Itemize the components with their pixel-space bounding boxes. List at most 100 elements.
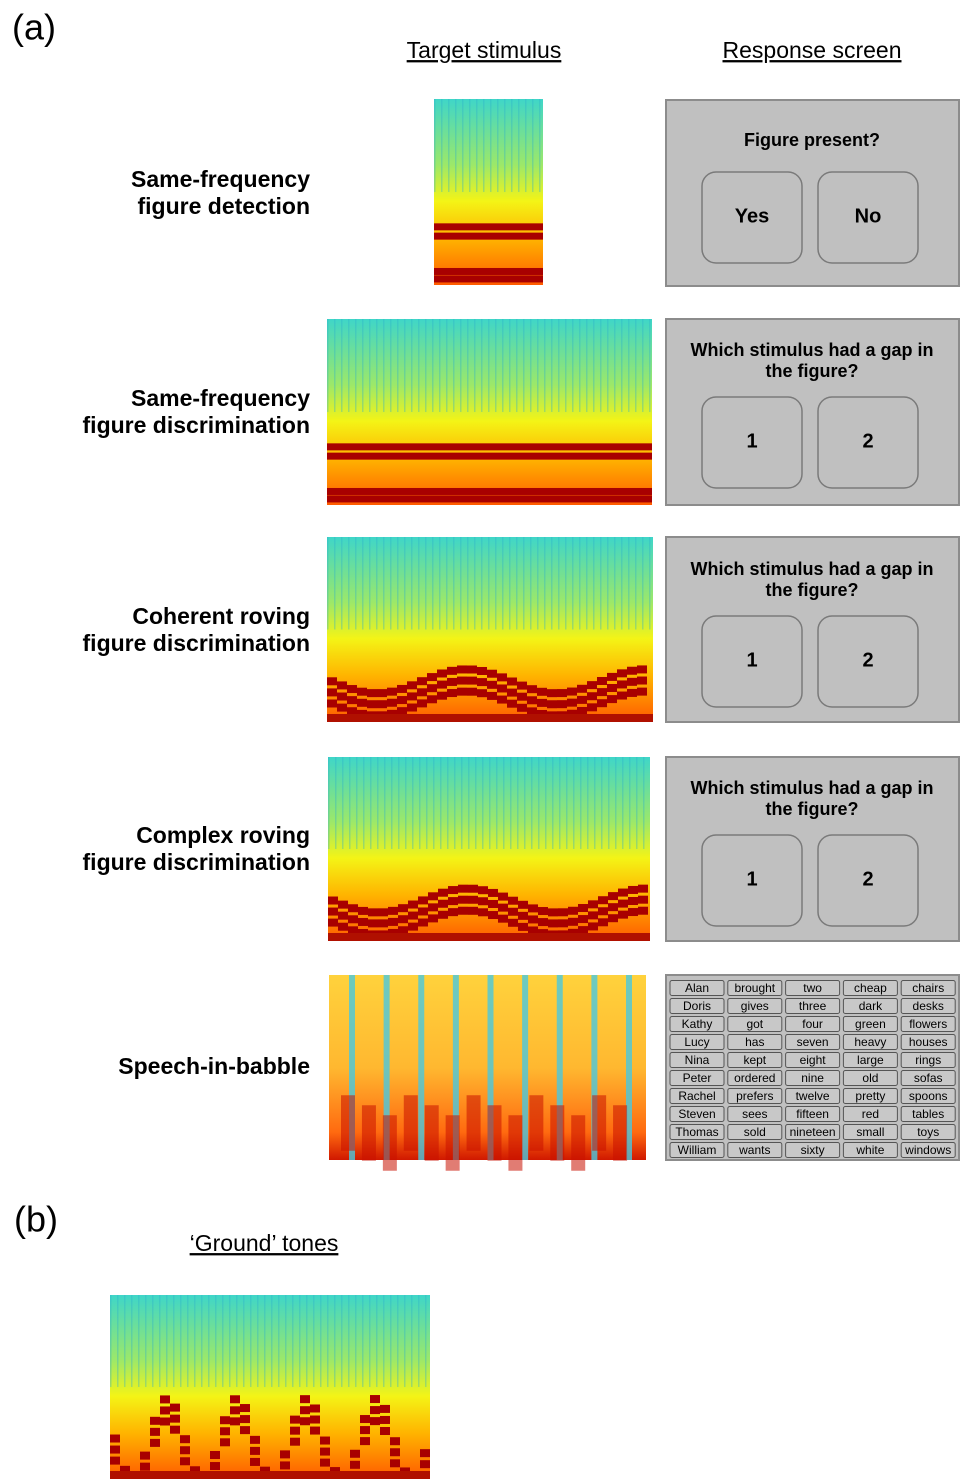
spectrogram-stripe [544,319,546,412]
spectrogram-stripe [432,319,434,412]
question: the figure? [766,580,859,600]
spectrogram-stripe [566,757,568,849]
question: Figure present? [744,130,880,150]
button-label: 1 [746,649,757,671]
word: Peter [683,1071,712,1085]
spectrogram-band [418,918,428,926]
spectrogram-band [110,1446,120,1454]
spectrogram-stripe [117,1295,119,1387]
word: got [746,1017,763,1031]
spectrogram-band [280,1461,290,1469]
spectrogram-stripe [419,757,421,849]
spectrogram-band [220,1438,230,1446]
spectrogram-band [558,919,568,927]
spectrogram-band [607,673,617,681]
spectrogram-band [528,904,538,912]
spectrogram-stripe [593,319,595,412]
spectrogram-stripe [440,757,442,849]
spectrogram-stripe [503,757,505,849]
spectrogram-stripe [531,757,533,849]
spectrogram-band [398,904,408,912]
spectrogram-band [250,1447,260,1455]
spectrogram-stripe [593,537,595,630]
spectrogram-band [547,689,557,697]
spectrogram-stripe [418,319,420,412]
spectrogram-band [230,1406,240,1414]
spectrogram-band [488,889,498,897]
spectrogram-stripe [335,757,337,849]
word: houses [909,1035,948,1049]
spectrogram-band [608,892,618,900]
spectrogram-band [377,689,387,697]
word: Alan [685,981,709,995]
spectrogram-stripe [306,1295,308,1387]
row-label: figure discrimination [83,630,310,656]
spectrogram-stripe [390,1295,392,1387]
spectrogram-stripe [397,319,399,412]
spectrogram-stripe [404,319,406,412]
spectrogram-stripe [545,757,547,849]
spectrogram-band [320,1448,330,1456]
row-label: Same-frequency [131,166,310,192]
spectrogram-band [428,892,438,900]
spectrogram-gap [418,975,424,1160]
spectrogram-stripe [222,1295,224,1387]
spectrogram-band [310,1416,320,1424]
spectrogram-band [517,682,527,690]
spectrogram-stripe [572,537,574,630]
spectrogram-stripe [509,319,511,412]
spectrogram-band [417,699,427,707]
word: spoons [909,1089,948,1103]
spectrogram-stripe [411,1295,413,1387]
row-label: Speech-in-babble [118,1053,310,1079]
spectrogram-band [397,707,407,715]
spectrogram-band [170,1415,180,1423]
spectrogram-stripe [138,1295,140,1387]
spectrogram-band [498,893,508,901]
spectrogram-stripe [131,1295,133,1387]
spectrogram-stripe [509,537,511,630]
spectrogram-stripe [369,319,371,412]
spectrogram-band [210,1451,220,1459]
spectrogram-band [388,918,398,926]
spectrogram-band [250,1458,260,1466]
spectrogram-band [508,919,518,927]
spectrogram-energy [341,1095,355,1151]
spectrogram-band [327,453,652,460]
spectrogram-stripe [489,757,491,849]
spectrogram-band [397,696,407,704]
spectrogram-band [508,908,518,916]
spectrogram-band [517,693,527,701]
spectrogram-stripe [124,1295,126,1387]
spectrogram-stripe [215,1295,217,1387]
word: eight [800,1053,827,1067]
spectrogram-energy [529,1095,543,1151]
spectrogram-stripe [495,537,497,630]
spectrogram-band [418,907,428,915]
word: Thomas [675,1125,718,1139]
spectrogram-stripe [643,757,645,849]
spectrogram-band [110,1435,120,1443]
spectrogram-band [557,700,567,708]
spectrogram-band [637,677,647,685]
spectrogram-stripe [482,757,484,849]
spectrogram-stripe [327,537,329,630]
word: white [855,1143,884,1157]
spectrogram-band [438,911,448,919]
spectrogram-stripe [524,757,526,849]
spectrogram-stripe [642,319,644,412]
spectrogram-band [387,699,397,707]
spectrogram-energy [571,1115,585,1171]
spectrogram-stripe [334,319,336,412]
spectrogram-band [327,714,653,722]
spectrogram-stripe [510,757,512,849]
spectrogram-band [598,896,608,904]
spectrogram-band [617,680,627,688]
spectrogram-band [467,688,477,696]
spectrogram-band [567,688,577,696]
spectrogram-stripe [348,319,350,412]
spectrogram-band [300,1406,310,1414]
spectrogram-band [477,678,487,686]
spectrogram-band [417,688,427,696]
spectrogram-band [487,692,497,700]
